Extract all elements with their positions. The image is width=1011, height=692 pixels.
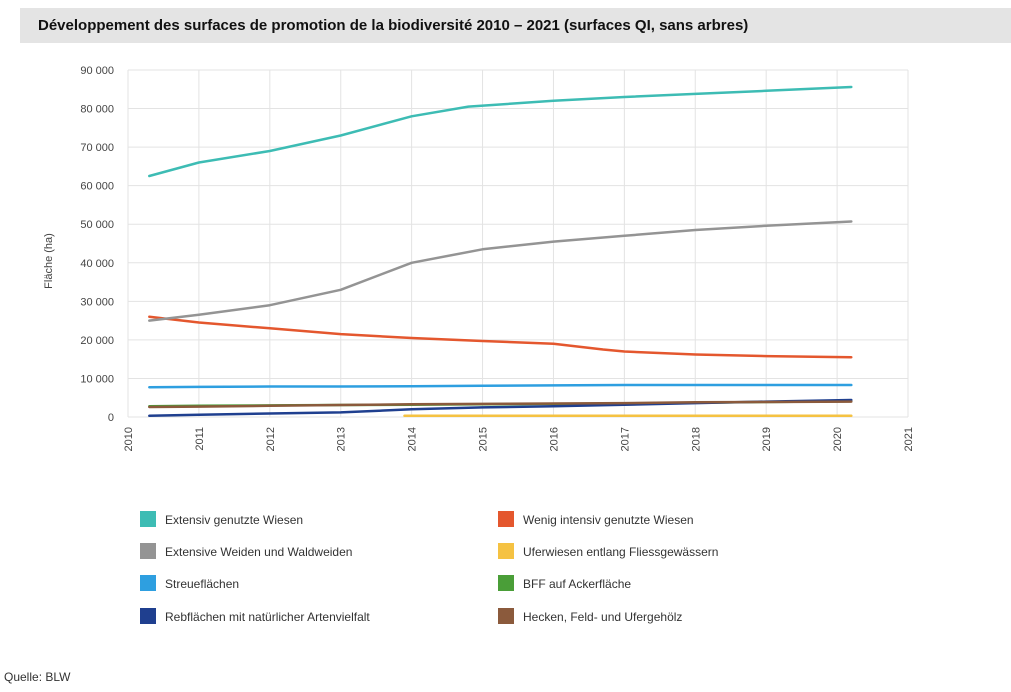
legend-label: BFF auf Ackerfläche [523, 577, 631, 591]
legend-swatch [140, 511, 156, 527]
series-line [148, 400, 853, 409]
x-tick-label: 2015 [478, 427, 490, 451]
legend-label: Extensive Weiden und Waldweiden [165, 545, 352, 559]
series-lines [148, 85, 853, 418]
y-tick-label: 30 000 [80, 296, 114, 308]
legend-swatch [140, 575, 156, 591]
legend-swatch [498, 511, 514, 527]
y-tick-label: 80 000 [80, 104, 114, 116]
x-tick-label: 2019 [761, 427, 773, 451]
y-tick-label: 40 000 [80, 258, 114, 270]
source-note: Quelle: BLW [4, 670, 71, 684]
title-bar: Développement des surfaces de promotion … [20, 8, 1011, 43]
y-tick-label: 90 000 [80, 65, 114, 77]
legend-label: Hecken, Feld- und Ufergehölz [523, 610, 682, 624]
x-tick-label: 2017 [619, 427, 631, 451]
x-tick-label: 2010 [123, 427, 135, 451]
legend-swatch [140, 608, 156, 624]
x-tick-label: 2018 [690, 427, 702, 451]
chart-title: Développement des surfaces de promotion … [38, 17, 749, 34]
x-tick-label: 2021 [903, 427, 915, 451]
series-line [148, 383, 853, 389]
grid [127, 69, 909, 418]
legend: Extensiv genutzte Wiesen Wenig intensiv g… [140, 511, 718, 624]
legend-swatch [140, 543, 156, 559]
y-tick-label: 10 000 [80, 373, 114, 385]
legend-swatch [498, 543, 514, 559]
x-tick-label: 2014 [407, 427, 419, 451]
line-chart: 0 10 000 20 000 30 000 40 000 50 000 60 000 70 … [43, 65, 915, 624]
x-tick-label: 2020 [832, 427, 844, 451]
x-tick-label: 2011 [194, 427, 206, 451]
legend-swatch [498, 608, 514, 624]
y-tick-label: 60 000 [80, 181, 114, 193]
x-tick-label: 2013 [336, 427, 348, 451]
legend-label: Uferwiesen entlang Fliessgewässern [523, 545, 718, 559]
y-tick-label: 50 000 [80, 219, 114, 231]
legend-swatch [498, 575, 514, 591]
legend-label: Extensiv genutzte Wiesen [165, 513, 303, 527]
y-tick-label: 20 000 [80, 335, 114, 347]
y-axis-ticks: 0 10 000 20 000 30 000 40 000 50 000 60 000 70 … [80, 65, 114, 424]
legend-label: Rebflächen mit natürlicher Artenvielfalt [165, 610, 370, 624]
x-tick-label: 2012 [265, 427, 277, 451]
series-line [148, 220, 853, 322]
y-tick-label: 0 [108, 412, 114, 424]
x-tick-label: 2016 [548, 427, 560, 451]
x-axis-ticks: 2010 2011 2012 2013 2014 2015 2016 2017 2018 2019… [123, 427, 915, 451]
series-line [148, 85, 853, 178]
legend-label: Streueflächen [165, 577, 239, 591]
y-tick-label: 70 000 [80, 142, 114, 154]
legend-label: Wenig intensiv genutzte Wiesen [523, 513, 694, 527]
y-axis-label: Fläche (ha) [43, 233, 55, 289]
series-line [148, 315, 853, 359]
